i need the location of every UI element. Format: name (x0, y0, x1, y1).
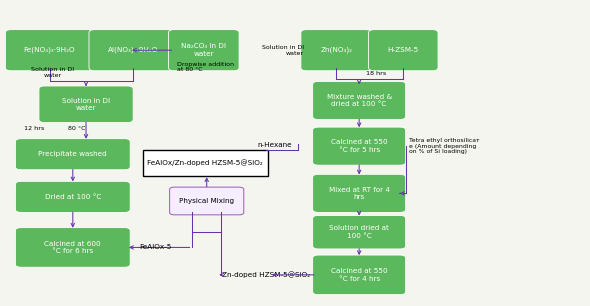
Text: Zn-doped HZSM-5@SiO₂: Zn-doped HZSM-5@SiO₂ (222, 271, 310, 278)
FancyBboxPatch shape (313, 127, 406, 165)
FancyBboxPatch shape (143, 150, 268, 176)
FancyBboxPatch shape (301, 30, 372, 71)
Text: Physical Mixing: Physical Mixing (179, 198, 234, 204)
Text: Calcined at 550
°C for 4 hrs: Calcined at 550 °C for 4 hrs (331, 268, 388, 282)
Text: 80 °C: 80 °C (68, 126, 86, 131)
Text: Dried at 100 °C: Dried at 100 °C (45, 194, 101, 200)
FancyBboxPatch shape (15, 139, 130, 170)
FancyBboxPatch shape (313, 174, 406, 212)
Text: 12 hrs: 12 hrs (24, 126, 44, 131)
FancyBboxPatch shape (313, 255, 406, 295)
Text: n-Hexane: n-Hexane (257, 142, 291, 148)
Text: Tetra ethyl orthosilicaт
e (Amount depending
on % of Si loading): Tetra ethyl orthosilicaт e (Amount depen… (409, 138, 479, 155)
Text: Calcined at 600
°C for 6 hrs: Calcined at 600 °C for 6 hrs (44, 241, 101, 254)
Text: Precipitate washed: Precipitate washed (38, 151, 107, 157)
Text: Solution in DI
water: Solution in DI water (31, 67, 74, 78)
FancyBboxPatch shape (169, 30, 239, 71)
FancyBboxPatch shape (313, 215, 406, 249)
Text: 18 hrs: 18 hrs (366, 71, 386, 76)
FancyBboxPatch shape (5, 30, 94, 71)
Text: Solution in DI
water: Solution in DI water (62, 98, 110, 111)
Text: Calcined at 550
°C for 5 hrs: Calcined at 550 °C for 5 hrs (331, 140, 388, 153)
FancyBboxPatch shape (15, 181, 130, 212)
Text: Mixture washed &
dried at 100 °C: Mixture washed & dried at 100 °C (326, 94, 392, 107)
Text: H-ZSM-5: H-ZSM-5 (388, 47, 419, 53)
Text: Solution in DI
water: Solution in DI water (262, 45, 304, 56)
Text: Na₂CO₃ in DI
water: Na₂CO₃ in DI water (181, 43, 227, 57)
FancyBboxPatch shape (15, 228, 130, 267)
Text: Fe(NO₃)₃·9H₂O: Fe(NO₃)₃·9H₂O (24, 47, 76, 54)
FancyBboxPatch shape (369, 30, 438, 71)
Text: Zn(NO₃)₂: Zn(NO₃)₂ (320, 47, 352, 54)
Text: FeAlOx/Zn-doped HZSM-5@SiO₂: FeAlOx/Zn-doped HZSM-5@SiO₂ (148, 159, 263, 166)
FancyBboxPatch shape (89, 30, 177, 71)
Text: Mixed at RT for 4
hrs: Mixed at RT for 4 hrs (329, 187, 389, 200)
FancyBboxPatch shape (313, 81, 406, 119)
Text: Dropwise addition
at 80 °C: Dropwise addition at 80 °C (177, 62, 234, 72)
FancyBboxPatch shape (170, 187, 244, 215)
Text: Al(NO₃)₂·9H₂O: Al(NO₃)₂·9H₂O (108, 47, 158, 54)
FancyBboxPatch shape (39, 86, 133, 122)
Text: Solution dried at
100 °C: Solution dried at 100 °C (329, 226, 389, 239)
Text: FeAlOx-5: FeAlOx-5 (139, 244, 171, 250)
